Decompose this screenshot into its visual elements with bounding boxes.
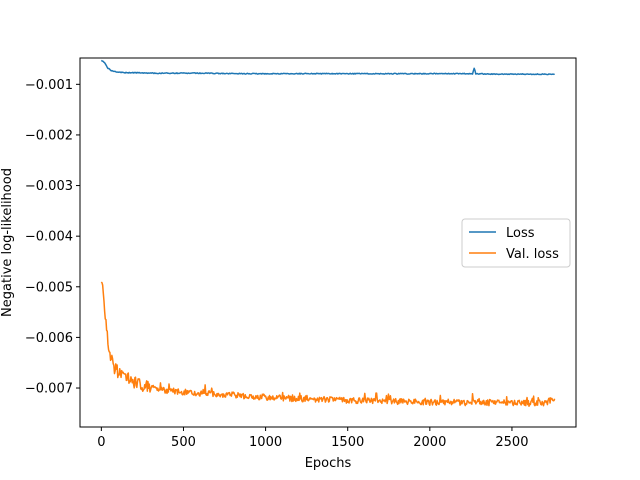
y-tick-label: −0.003: [25, 179, 73, 194]
y-tick-label: −0.004: [25, 230, 73, 245]
axes-frame: [79, 57, 577, 428]
y-axis-label: Negative log-likelihood: [0, 168, 15, 317]
y-tick-label: −0.002: [25, 128, 73, 143]
legend-label-val-loss: Val. loss: [506, 247, 559, 262]
plot-area: [100, 59, 556, 407]
legend: Loss Val. loss: [461, 218, 571, 268]
legend-box: [461, 218, 571, 268]
x-tick-label: 500: [171, 435, 196, 450]
series-line-loss: [100, 59, 555, 76]
y-tick-label: −0.006: [25, 331, 73, 346]
y-tick-label: −0.005: [25, 280, 73, 295]
series-line-val-loss: [100, 281, 556, 407]
x-axis-label: Epochs: [305, 456, 352, 471]
x-tick-label: 2000: [413, 435, 446, 450]
x-tick-label: 0: [97, 435, 105, 450]
axes: 0 500 1000 1500 2000 2500 −0.001 −0.002 −0.003 −0…: [25, 57, 577, 450]
legend-label-loss: Loss: [506, 226, 535, 241]
x-tick-label: 2500: [495, 435, 528, 450]
y-tick-label: −0.001: [25, 78, 73, 93]
x-tick-label: 1500: [331, 435, 364, 450]
x-tick-label: 1000: [249, 435, 282, 450]
y-tick-label: −0.007: [25, 382, 73, 397]
